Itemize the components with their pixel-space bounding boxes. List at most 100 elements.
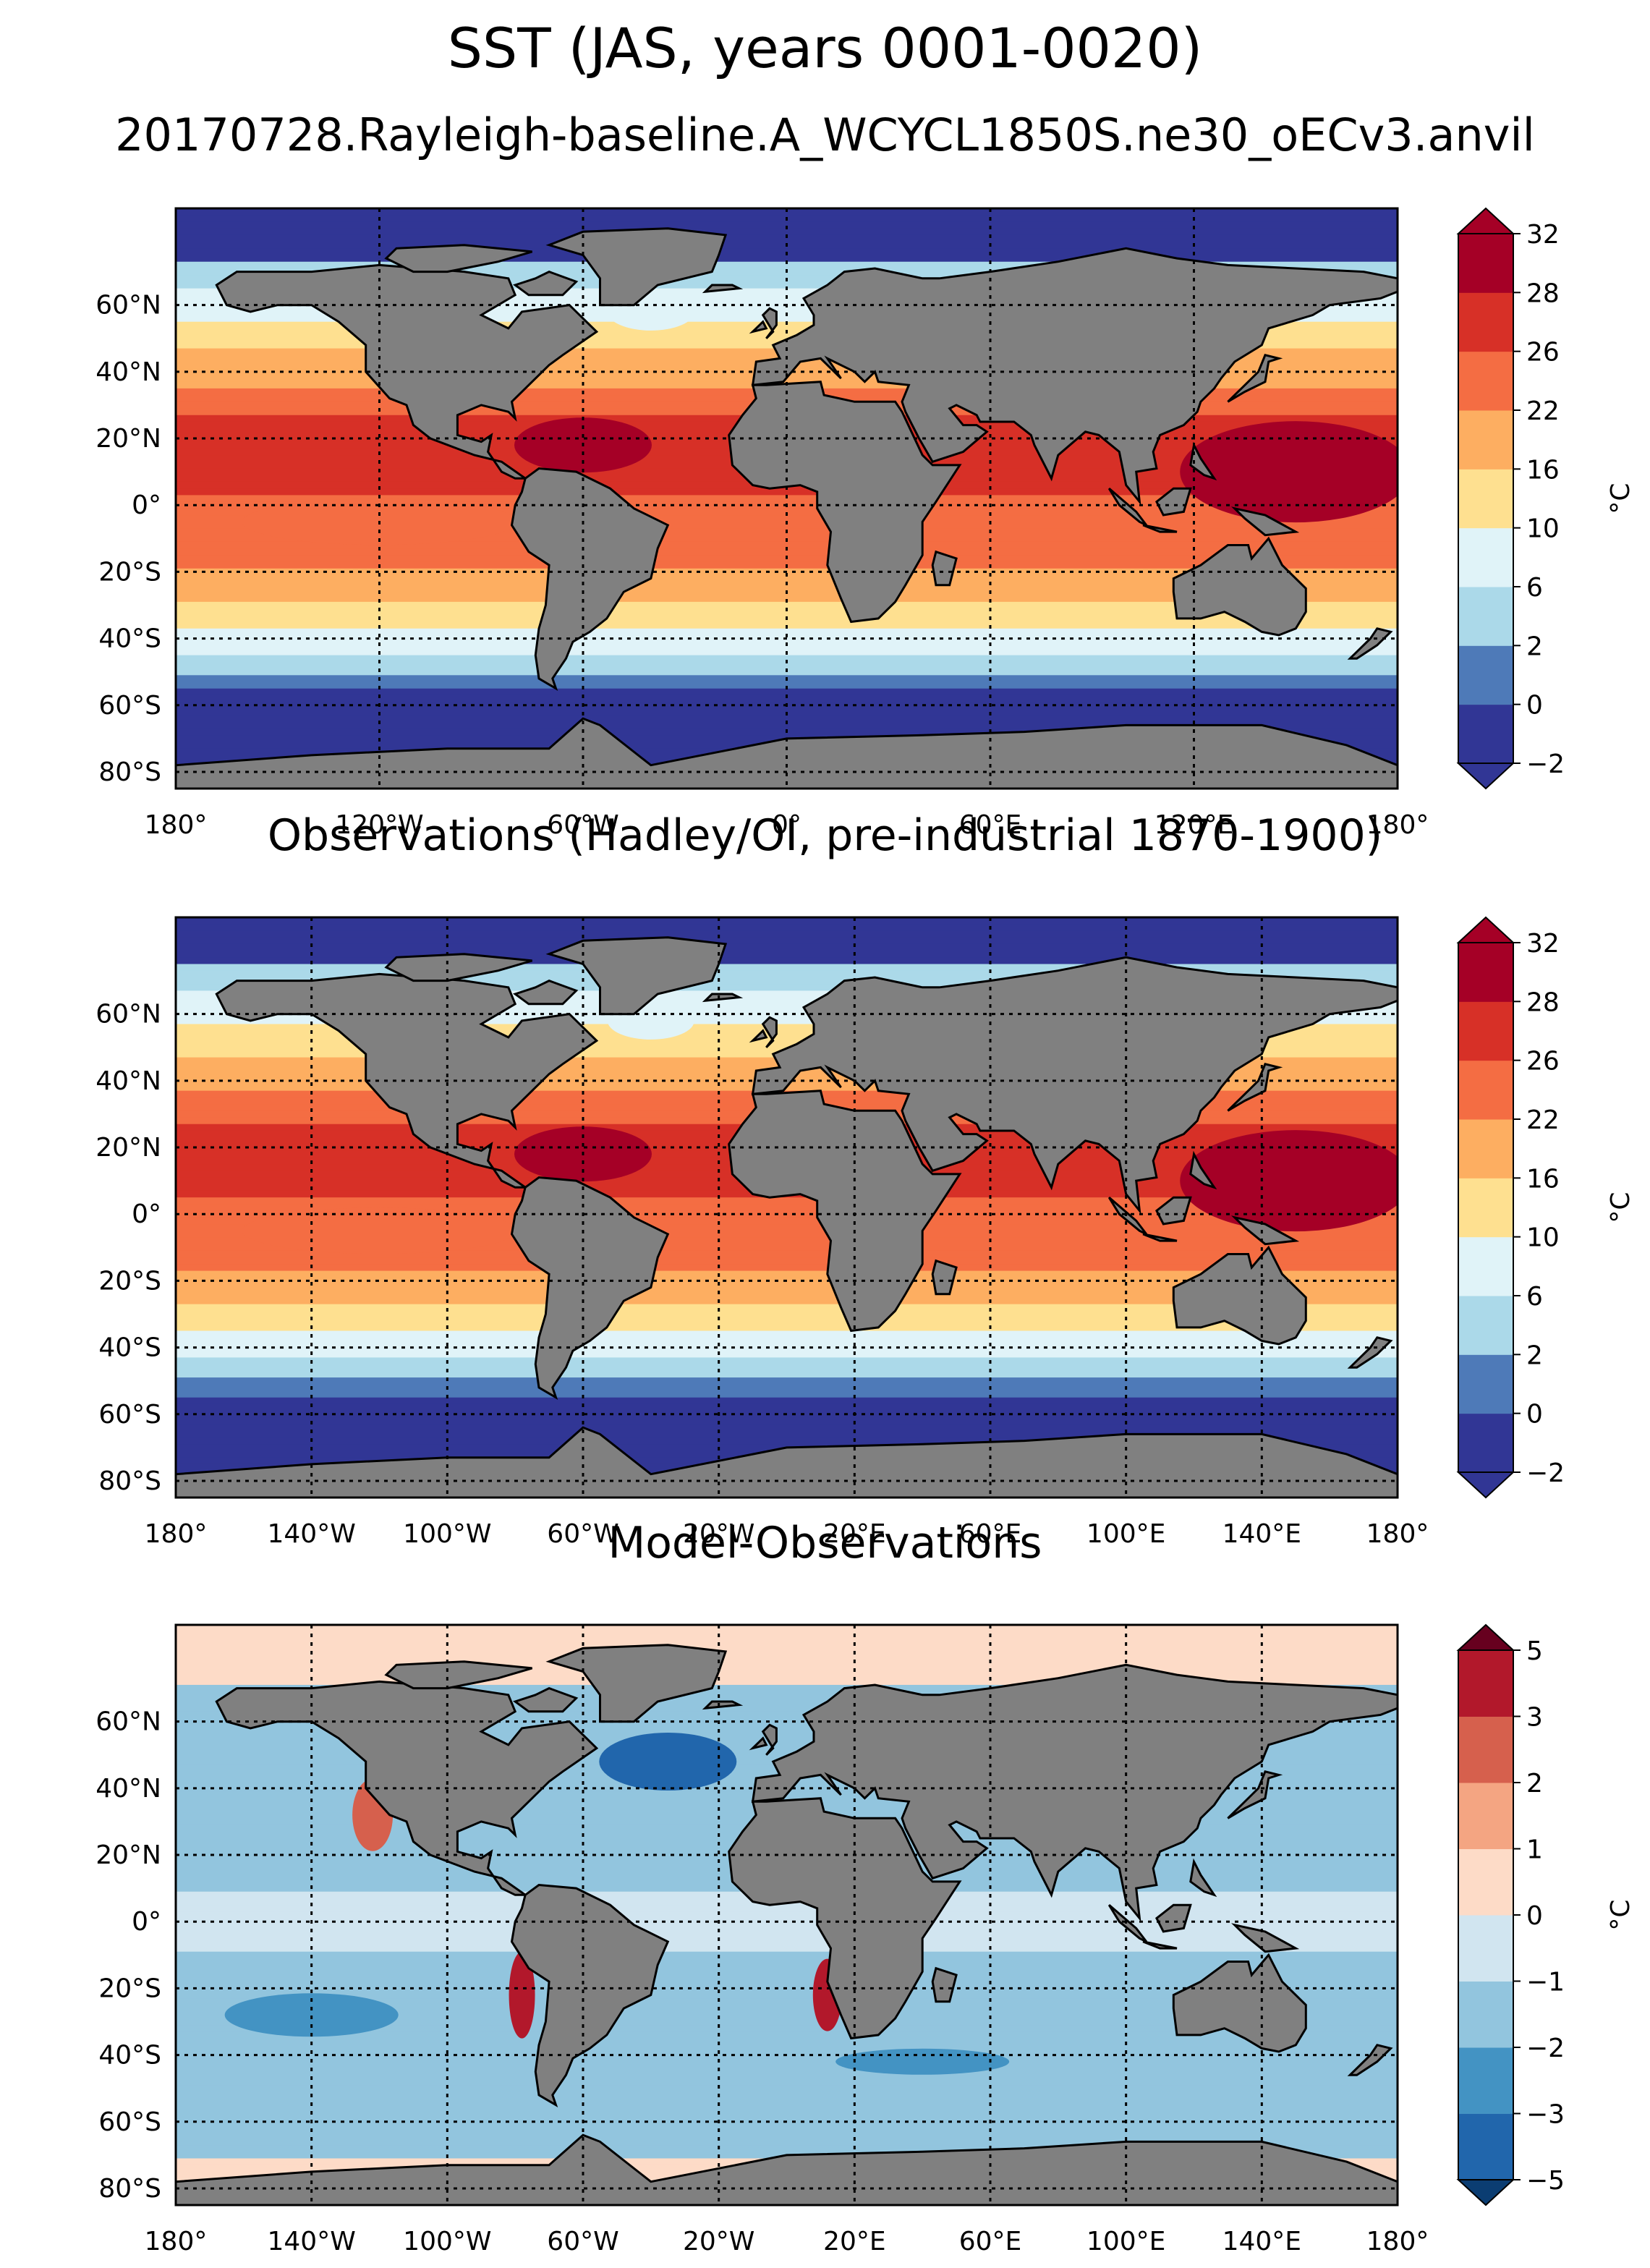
landmass: [1142, 1233, 1178, 1242]
warm-pool: [1180, 421, 1398, 523]
ocean-band: [176, 1671, 1398, 1679]
map-area: [176, 208, 1398, 789]
colorbar-tick-label: 16: [1526, 1164, 1560, 1194]
ocean-band: [176, 1224, 1398, 1232]
colorbar-tick-label: −5: [1526, 2166, 1565, 2196]
ocean-band: [176, 964, 1398, 972]
ocean-band: [176, 1003, 1398, 1011]
ocean-band: [176, 1430, 1398, 1438]
landmass: [761, 1723, 778, 1756]
landmass: [751, 956, 1398, 1215]
lon-tick-label: 180°: [1366, 810, 1429, 840]
ocean-band: [176, 2025, 1398, 2033]
ocean-band: [176, 541, 1398, 549]
ocean-band: [176, 1965, 1398, 1973]
landmass: [510, 467, 670, 692]
ocean-band: [176, 2065, 1398, 2073]
lon-tick-label: 20°W: [683, 2227, 754, 2256]
colorbar-frame: [1458, 233, 1514, 764]
map-frame: [174, 207, 1399, 790]
cold-tongue: [242, 1207, 517, 1254]
ocean-band: [176, 2098, 1398, 2106]
landmass: [1107, 1904, 1147, 1943]
ocean-band: [176, 661, 1398, 669]
ocean-band: [176, 2018, 1398, 2026]
ocean-band: [176, 1704, 1398, 1712]
ocean-band: [176, 1998, 1398, 2006]
ocean-band: [176, 695, 1398, 702]
landmass: [510, 1176, 670, 1401]
ocean-band: [176, 977, 1398, 985]
ocean-band: [176, 1951, 1398, 1959]
lon-tick-label: 100°W: [403, 1519, 491, 1549]
colorbar-unit-label: °C: [1606, 1899, 1636, 1930]
ocean-band: [176, 655, 1398, 663]
ocean-band: [176, 1324, 1398, 1332]
ocean-band: [176, 582, 1398, 590]
ocean-band: [176, 1250, 1398, 1258]
lat-tick-label: 80°S: [98, 2174, 161, 2204]
ocean-band: [176, 668, 1398, 676]
landmass: [512, 1686, 579, 1713]
landmass: [215, 972, 599, 1189]
ocean-band: [176, 1651, 1398, 1659]
colorbar-segment: [1458, 587, 1513, 646]
colorbar-segment: [1458, 943, 1513, 1002]
landmass: [1347, 1336, 1393, 1369]
ocean-band: [176, 2071, 1398, 2079]
landmass: [512, 979, 579, 1006]
colorbar-extend-low: [1456, 1471, 1515, 1499]
pacific-cool: [224, 1993, 399, 2037]
lon-tick-label: 60°E: [959, 1519, 1022, 1549]
ocean-band: [176, 208, 1398, 216]
lat-tick-label: 20°N: [95, 1133, 161, 1163]
ocean-band: [176, 937, 1398, 945]
landmass: [751, 1663, 1398, 1922]
landmass: [1172, 1245, 1307, 1346]
ocean-band: [176, 515, 1398, 523]
map-panel-1: 60°N 40°N 20°N 0° 20°S 40°S 60°S 80°S 180° 120°W 6…: [95, 207, 1636, 840]
ocean-band: [176, 1631, 1398, 1639]
colorbar-tick-label: 10: [1526, 1223, 1560, 1253]
ocean-band: [176, 1297, 1398, 1305]
ocean-band: [176, 595, 1398, 603]
ocean-band: [176, 1270, 1398, 1278]
colorbar-segment: [1458, 2113, 1513, 2180]
ocean-band: [176, 2078, 1398, 2086]
ocean-band: [176, 2011, 1398, 2019]
ocean-band: [176, 608, 1398, 616]
ocean-band: [176, 2091, 1398, 2099]
lat-tick-label: 20°N: [95, 424, 161, 454]
landmass: [1231, 1215, 1300, 1246]
lat-tick-label: 60°S: [98, 2107, 161, 2137]
ocean-band: [176, 281, 1398, 289]
ocean-band: [176, 1731, 1398, 1739]
lat-tick-label: 80°S: [98, 757, 161, 787]
lon-tick-label: 60°W: [547, 1519, 618, 1549]
landmass: [1227, 1063, 1283, 1112]
ocean-band: [176, 1231, 1398, 1239]
lat-tick-label: 20°S: [98, 557, 161, 587]
ocean-band: [176, 315, 1398, 323]
ocean-band: [176, 228, 1398, 236]
ocean-band: [176, 1911, 1398, 1919]
lon-tick-label: 60°E: [959, 810, 1022, 840]
map-frame: [174, 1623, 1399, 2207]
landmass: [751, 247, 1398, 506]
landmass: [728, 1797, 962, 2040]
colorbar-tick-label: 26: [1526, 338, 1560, 368]
landmass: [728, 381, 962, 624]
ocean-band: [176, 628, 1398, 636]
landmass: [1107, 488, 1147, 527]
ocean-band: [176, 1370, 1398, 1378]
ocean-band: [176, 1310, 1398, 1318]
colorbar-segment: [1458, 1296, 1513, 1355]
lon-tick-label: 140°W: [268, 2227, 356, 2256]
ocean-band: [176, 990, 1398, 998]
landmass: [761, 1016, 778, 1048]
landmass: [702, 993, 744, 1003]
landmass: [1189, 1858, 1217, 1898]
colorbar: −5 −3 −2 −1 0 1 2 3 5 °C: [1456, 1623, 1636, 2207]
ocean-band: [176, 2145, 1398, 2153]
colorbar-segment: [1458, 1001, 1513, 1061]
